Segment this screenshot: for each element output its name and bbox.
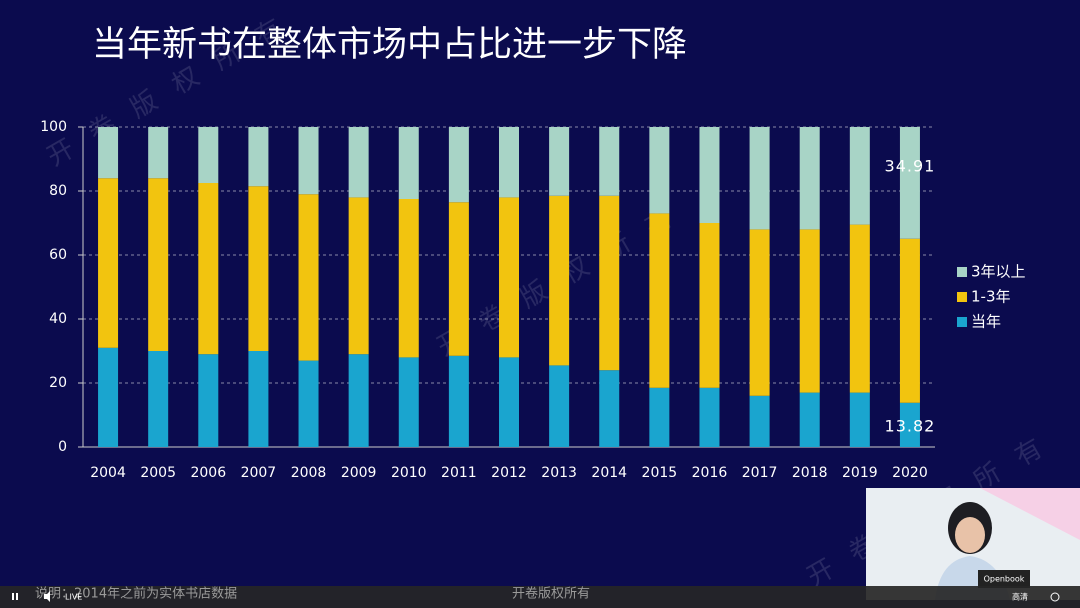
- bar-segment: [198, 127, 219, 183]
- webcam: Openbook: [866, 488, 1080, 600]
- bar-segment: [298, 360, 319, 447]
- bar-segment: [348, 354, 369, 447]
- bar-segment: [248, 127, 269, 187]
- x-tick-label: 2006: [190, 465, 226, 481]
- live-label: LIVE: [65, 593, 82, 602]
- bar-segment: [148, 351, 169, 447]
- bar-segment: [148, 178, 169, 351]
- data-label: 13.82: [885, 417, 936, 436]
- bar-segment: [849, 127, 870, 225]
- bar-segment: [248, 186, 269, 351]
- bar-segment: [348, 127, 369, 198]
- x-tick-label: 2017: [742, 465, 778, 481]
- x-tick-label: 2019: [842, 465, 878, 481]
- legend-swatch: [957, 292, 967, 302]
- x-tick-label: 2012: [491, 465, 527, 481]
- webcam-wall: [980, 488, 1080, 540]
- bar-segment: [448, 355, 469, 447]
- bar-segment: [699, 387, 720, 447]
- legend-swatch: [957, 267, 967, 277]
- bar-segment: [899, 402, 920, 447]
- y-tick-label: 0: [58, 439, 67, 455]
- x-tick-label: 2018: [792, 465, 828, 481]
- fullscreen-button[interactable]: [1050, 592, 1060, 602]
- bar-segment: [398, 357, 419, 447]
- y-tick-label: 80: [49, 183, 67, 199]
- x-tick-label: 2009: [341, 465, 377, 481]
- bar-segment: [649, 387, 670, 447]
- pause-button[interactable]: [12, 593, 14, 600]
- x-tick-label: 2010: [391, 465, 427, 481]
- bar-segment: [799, 127, 820, 230]
- volume-button[interactable]: [44, 591, 50, 602]
- legend-label: 3年以上: [971, 263, 1026, 281]
- bar-segment: [499, 197, 519, 358]
- bar-segment: [499, 357, 519, 447]
- bar-segment: [448, 202, 469, 356]
- y-tick-label: 40: [49, 311, 67, 327]
- person-face: [955, 517, 985, 553]
- bar-segment: [248, 351, 269, 447]
- bar-segment: [549, 195, 570, 366]
- footer-brand: 开卷版权所有: [512, 586, 590, 602]
- x-tick-label: 2020: [892, 465, 928, 481]
- pause-button-bar: [16, 593, 18, 600]
- bar-segment: [749, 395, 770, 447]
- bar-segment: [749, 229, 770, 396]
- bar-segment: [649, 127, 670, 214]
- bar-segment: [799, 229, 820, 393]
- bar-segment: [849, 392, 870, 447]
- bar-segment: [599, 370, 620, 447]
- y-tick-label: 60: [49, 247, 67, 263]
- bar-segment: [599, 127, 620, 196]
- bar-segment: [599, 195, 620, 371]
- y-tick-label: 100: [40, 119, 67, 135]
- bar-segment: [749, 127, 770, 230]
- webcam-label: Openbook: [984, 575, 1025, 584]
- bar-segment: [198, 354, 219, 447]
- y-tick-label: 20: [49, 375, 67, 391]
- plot: 0 20 40 60 80 100 2004 2005 2006 2007 2008 2009 2010…: [40, 119, 1025, 481]
- footer-note: 说明：2014年之前为实体书店数据: [35, 586, 237, 602]
- bar-segment: [98, 347, 119, 447]
- bar-segment: [398, 199, 419, 358]
- bar-segment: [899, 238, 920, 403]
- x-tick-label: 2004: [90, 465, 126, 481]
- bar-segment: [699, 127, 720, 223]
- bar-segment: [649, 213, 670, 388]
- bar-segment: [499, 127, 519, 198]
- x-tick-label: 2015: [642, 465, 678, 481]
- bar-segment: [549, 365, 570, 447]
- x-tick-label: 2008: [291, 465, 327, 481]
- x-tick-label: 2014: [591, 465, 627, 481]
- bar-segment: [298, 194, 319, 361]
- bar-segment: [348, 197, 369, 355]
- bar-segment: [448, 127, 469, 203]
- bar-segment: [398, 127, 419, 199]
- chart-title: 当年新书在整体市场中占比进一步下降: [92, 25, 687, 65]
- x-tick-label: 2011: [441, 465, 477, 481]
- x-tick-label: 2005: [140, 465, 176, 481]
- bar-segment: [98, 178, 119, 348]
- legend-label: 1-3年: [971, 288, 1011, 306]
- bar-segment: [198, 183, 219, 355]
- bar-segment: [799, 392, 820, 447]
- bar-segment: [699, 223, 720, 388]
- legend-swatch: [957, 317, 967, 327]
- laptop: [978, 570, 1030, 588]
- player-bar: [0, 586, 1080, 608]
- bar-segment: [298, 127, 319, 195]
- bar-segment: [899, 127, 920, 239]
- bar-segment: [98, 127, 119, 179]
- quality-button[interactable]: 高清: [1012, 592, 1028, 602]
- x-tick-label: 2016: [692, 465, 728, 481]
- bar-segment: [549, 127, 570, 196]
- bar-segment: [849, 224, 870, 393]
- bar-segment: [148, 127, 169, 179]
- x-tick-label: 2013: [541, 465, 577, 481]
- data-label: 34.91: [885, 157, 936, 176]
- legend-label: 当年: [971, 313, 1001, 331]
- x-tick-label: 2007: [241, 465, 277, 481]
